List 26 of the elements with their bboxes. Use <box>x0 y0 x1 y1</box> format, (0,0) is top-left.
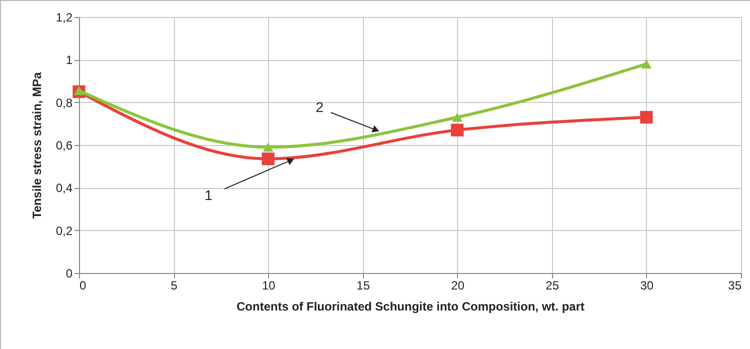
y-axis-title: Tensile stress strain, MPa <box>30 72 44 219</box>
point <box>452 112 463 122</box>
x-tick-label: 15 <box>356 278 370 292</box>
x-tick-label: 25 <box>546 278 560 292</box>
point <box>262 142 274 152</box>
x-tick-label: 5 <box>170 278 178 292</box>
point <box>641 59 652 68</box>
annotation: 2 <box>316 99 324 116</box>
point <box>640 110 653 124</box>
x-tick-label: 10 <box>262 278 276 292</box>
annotation: 1 <box>204 186 213 203</box>
y-tick-label: 0,8 <box>56 96 73 110</box>
y-tick-label: 1,2 <box>56 10 73 24</box>
x-tick-label: 35 <box>728 278 742 292</box>
point <box>262 152 274 166</box>
x-axis-title: Contents of Fluorinated Schungite into Composition, wt. part <box>236 300 584 314</box>
point <box>450 124 464 136</box>
x-tick-label: 20 <box>451 278 465 292</box>
x-tick-label: 0 <box>80 278 86 292</box>
y-tick-label: 0,6 <box>56 138 73 152</box>
y-tick-label: 0,4 <box>56 181 73 196</box>
y-tick-label: 1 <box>66 53 73 68</box>
x-tick-label: 30 <box>640 278 654 292</box>
y-tick-label: 0 <box>66 266 73 280</box>
point <box>74 86 84 96</box>
y-tick-label: 0,2 <box>56 224 73 238</box>
